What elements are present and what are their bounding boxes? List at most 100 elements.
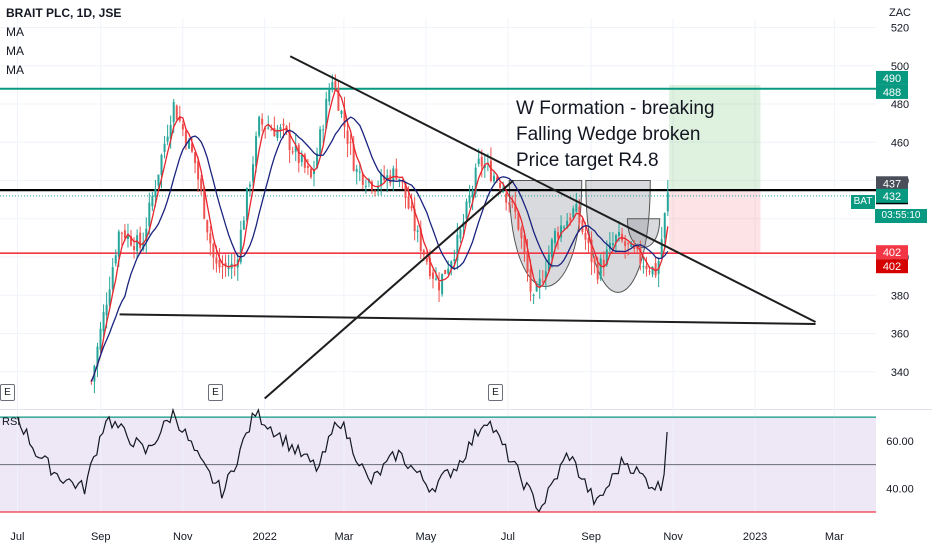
candle-body bbox=[258, 116, 261, 136]
candle-body bbox=[224, 262, 227, 266]
candle-body bbox=[178, 117, 181, 121]
candle-body bbox=[261, 118, 264, 125]
earnings-badge-2[interactable]: E bbox=[208, 384, 223, 401]
price-tag-402 bbox=[876, 259, 908, 274]
candle-body bbox=[194, 152, 197, 164]
candle-body bbox=[343, 109, 346, 127]
candle-body bbox=[377, 186, 380, 189]
candle-body bbox=[364, 185, 367, 187]
trend-line-rising-trend bbox=[264, 179, 514, 400]
candle-body bbox=[267, 127, 270, 129]
ma-fast-line bbox=[90, 88, 669, 382]
candle-body bbox=[395, 168, 398, 180]
candle-body bbox=[572, 208, 575, 218]
candle-body bbox=[477, 158, 480, 165]
candle-body bbox=[270, 129, 273, 131]
annotation-line-3: Price target R4.8 bbox=[516, 150, 659, 171]
candle-body bbox=[279, 127, 282, 130]
candle-body bbox=[294, 145, 297, 152]
candle-body bbox=[120, 232, 123, 234]
ma-label-2[interactable]: MA bbox=[6, 44, 24, 58]
candle-body bbox=[145, 228, 148, 241]
candle-body bbox=[191, 143, 194, 152]
candle-body bbox=[151, 196, 154, 207]
candle-body bbox=[431, 272, 434, 279]
axes[interactable]: 340360380400420440460480500520ZAC40.0060… bbox=[10, 7, 913, 543]
candle-body bbox=[358, 171, 361, 173]
candle-body bbox=[136, 235, 139, 252]
rsi-tick-label: 40.00 bbox=[886, 483, 914, 495]
currency-label: ZAC bbox=[889, 7, 911, 19]
w-cup-2 bbox=[585, 180, 651, 293]
candle-body bbox=[386, 175, 389, 181]
rsi-pane[interactable] bbox=[0, 409, 932, 513]
candle-body bbox=[370, 181, 373, 190]
candle-body bbox=[239, 229, 242, 263]
price-tag-488 bbox=[876, 84, 908, 99]
candle-body bbox=[535, 284, 538, 292]
candle-body bbox=[203, 187, 206, 219]
candle-body bbox=[148, 202, 151, 227]
time-tick-label: 2023 bbox=[743, 531, 767, 543]
candle-body bbox=[505, 193, 508, 203]
candle-body bbox=[578, 206, 581, 224]
candle-body bbox=[252, 164, 255, 182]
price-tag-label-490: 490 bbox=[883, 73, 901, 85]
candle-body bbox=[618, 231, 621, 236]
candle-body bbox=[422, 250, 425, 256]
candle-body bbox=[459, 229, 462, 239]
bar-countdown: 03:55:10 bbox=[875, 209, 927, 223]
time-tick-label: Nov bbox=[663, 531, 683, 543]
horizontal-levels[interactable] bbox=[0, 87, 876, 254]
candle-body bbox=[209, 233, 212, 244]
price-tag-label-402: 402 bbox=[883, 261, 901, 273]
candle-body bbox=[666, 192, 669, 212]
candle-body bbox=[541, 280, 544, 282]
candle-body bbox=[520, 228, 523, 239]
price-tag-label-402: 402 bbox=[883, 247, 901, 259]
rsi-label: RSI bbox=[2, 416, 21, 428]
trend-line-falling-wedge-lower bbox=[119, 313, 816, 325]
target-box bbox=[669, 84, 761, 254]
moving-averages bbox=[90, 88, 669, 382]
time-tick-label: Jul bbox=[10, 531, 24, 543]
candle-body bbox=[508, 202, 511, 205]
candle-body bbox=[538, 278, 541, 287]
candle-body bbox=[502, 190, 505, 192]
candles bbox=[90, 74, 669, 394]
candle-body bbox=[309, 168, 312, 178]
ma-label-3[interactable]: MA bbox=[6, 63, 24, 77]
candle-body bbox=[633, 246, 636, 249]
rsi-line bbox=[16, 407, 668, 513]
candle-body bbox=[654, 263, 657, 276]
candle-body bbox=[313, 170, 316, 174]
candle-body bbox=[288, 130, 291, 151]
earnings-badge-3[interactable]: E bbox=[488, 384, 503, 401]
time-tick-label: Sep bbox=[581, 531, 601, 543]
candle-body bbox=[642, 266, 645, 268]
candle-body bbox=[645, 265, 648, 270]
earnings-badge-1[interactable]: E bbox=[0, 384, 15, 401]
candle-body bbox=[157, 174, 160, 186]
candle-body bbox=[447, 268, 450, 274]
candle-body bbox=[111, 267, 114, 289]
candle-body bbox=[483, 165, 486, 168]
trend-lines[interactable] bbox=[119, 55, 816, 400]
candle-body bbox=[581, 220, 584, 233]
price-tag-490 bbox=[876, 70, 908, 85]
candle-body bbox=[441, 273, 444, 295]
candle-body bbox=[590, 239, 593, 263]
candle-body bbox=[398, 178, 401, 182]
price-tag-label-432: 432 bbox=[883, 191, 901, 203]
time-tick-label: Jul bbox=[501, 531, 515, 543]
candle-body bbox=[306, 166, 309, 168]
candle-body bbox=[648, 271, 651, 273]
candle-body bbox=[355, 168, 358, 172]
ma-label-1[interactable]: MA bbox=[6, 25, 24, 39]
candle-body bbox=[663, 213, 666, 238]
candle-body bbox=[529, 269, 532, 292]
candle-body bbox=[126, 233, 129, 239]
candle-body bbox=[154, 189, 157, 198]
annotation-line-1: W Formation - breaking bbox=[516, 98, 715, 119]
